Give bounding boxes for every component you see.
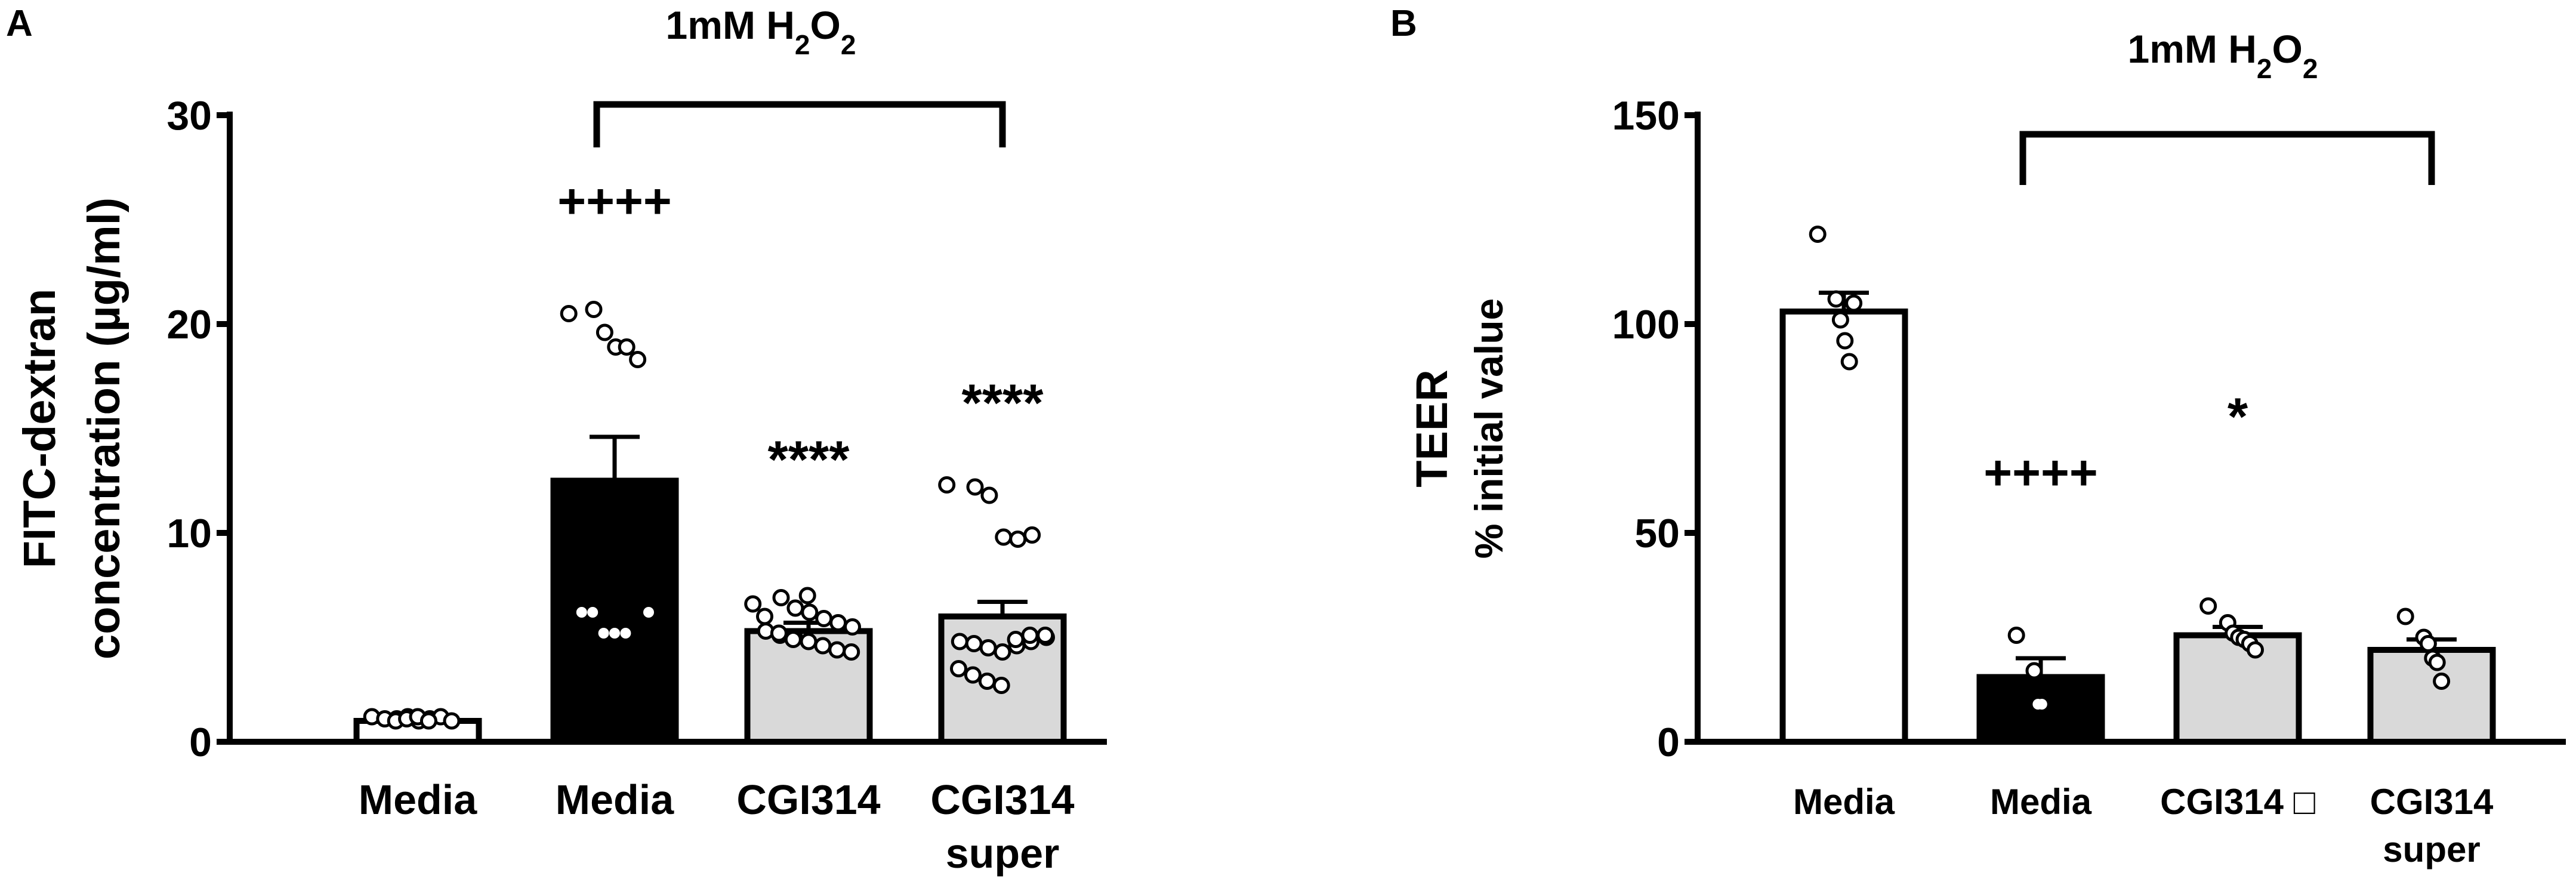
data-point [1036, 627, 1054, 644]
data-point [964, 666, 982, 684]
x-tick-label: CGI314 [930, 776, 1074, 823]
data-point [800, 633, 817, 650]
bar [1779, 309, 1908, 745]
y-tick-label: 10 [166, 511, 212, 556]
data-point [829, 614, 847, 631]
data-point [1827, 290, 1845, 308]
data-point [2007, 627, 2025, 644]
significance-label: * [2228, 387, 2248, 446]
data-point [419, 712, 437, 730]
y-tick-label: 0 [1657, 720, 1680, 765]
data-point [1021, 627, 1039, 644]
data-point [843, 643, 860, 661]
data-point [965, 635, 983, 652]
data-point [828, 641, 846, 659]
panel-letter: A [6, 3, 33, 44]
y-axis-label: TEER [1407, 369, 1457, 487]
data-point [950, 660, 967, 677]
data-point [2433, 673, 2451, 690]
data-point [979, 639, 997, 656]
data-point [443, 712, 461, 730]
x-tick-label: Media [1990, 782, 2092, 822]
data-point [951, 633, 968, 650]
data-point [770, 624, 788, 642]
data-point [1836, 332, 1854, 350]
bar [550, 477, 679, 745]
data-point [1023, 526, 1041, 544]
data-point [1809, 226, 1827, 243]
y-tick-label: 150 [1612, 93, 1680, 138]
data-point [798, 587, 816, 605]
data-point [772, 589, 790, 606]
bar [2173, 632, 2302, 745]
data-point [966, 478, 984, 496]
data-point [1007, 631, 1025, 648]
data-point [585, 301, 603, 318]
data-point [596, 323, 613, 341]
data-point [784, 631, 802, 648]
data-point [801, 603, 819, 621]
y-tick-label: 50 [1634, 511, 1680, 556]
x-tick-label: CGI314 [736, 776, 880, 823]
data-point [994, 643, 1011, 661]
data-point [620, 628, 631, 639]
y-axis-label: concentration (µg/ml) [79, 198, 129, 659]
y-tick-label: 30 [166, 93, 212, 138]
treatment-label: 1mM H2O2 [666, 3, 856, 60]
data-point [995, 528, 1013, 546]
panel-a: A 1mM H2O2 FITC-dextran concentration (µg/m… [6, 3, 1107, 877]
data-point [643, 607, 654, 618]
x-tick-label: CGI314 [2370, 782, 2494, 822]
significance-label: **** [768, 430, 850, 489]
panel-letter: B [1390, 3, 1417, 44]
y-tick-label: 100 [1612, 302, 1680, 347]
data-point [629, 351, 647, 368]
x-tick-label: Media [1793, 782, 1895, 822]
significance-label: ++++ [1983, 446, 2098, 500]
data-point [1845, 294, 1863, 312]
treatment-bracket [593, 101, 1006, 147]
data-point [1831, 311, 1849, 329]
data-point [2247, 641, 2264, 659]
data-point [744, 595, 762, 613]
data-point [815, 610, 833, 627]
y-axis-label: % initial value [1467, 298, 1511, 559]
data-point [2428, 653, 2446, 671]
data-point [2036, 699, 2047, 710]
data-point [978, 673, 996, 690]
data-point [980, 486, 998, 504]
data-point [576, 607, 587, 618]
y-tick-label: 20 [166, 302, 212, 347]
significance-label: ++++ [557, 174, 672, 229]
y-tick-label: 0 [189, 720, 212, 765]
treatment-bracket [2019, 131, 2435, 185]
data-point [814, 637, 832, 655]
x-tick-label: Media [359, 776, 477, 823]
data-point [560, 305, 578, 322]
data-point [938, 476, 956, 494]
data-point [1009, 531, 1027, 548]
x-tick-label: super [2383, 830, 2480, 870]
data-point [2199, 597, 2217, 615]
panel-b: B 1mM H2O2 TEER% initial value ++++ * 0 50 100 1… [1390, 3, 2566, 870]
x-tick-label: CGI314 □ [2160, 782, 2315, 822]
data-point [992, 677, 1010, 694]
data-point [844, 618, 861, 636]
x-tick-label: super [946, 830, 1060, 877]
data-point [756, 608, 773, 625]
data-point [1840, 353, 1858, 371]
treatment-label: 1mM H2O2 [2128, 27, 2318, 84]
data-point [2396, 608, 2414, 625]
data-point [598, 628, 609, 639]
data-point [618, 338, 635, 356]
data-point [609, 628, 620, 639]
x-tick-label: Media [556, 776, 674, 823]
significance-label: **** [962, 373, 1044, 432]
data-point [2419, 635, 2437, 652]
y-axis-label: FITC-dextran [14, 289, 65, 569]
data-point [587, 607, 599, 618]
data-point [786, 599, 804, 617]
data-point [2025, 662, 2043, 680]
